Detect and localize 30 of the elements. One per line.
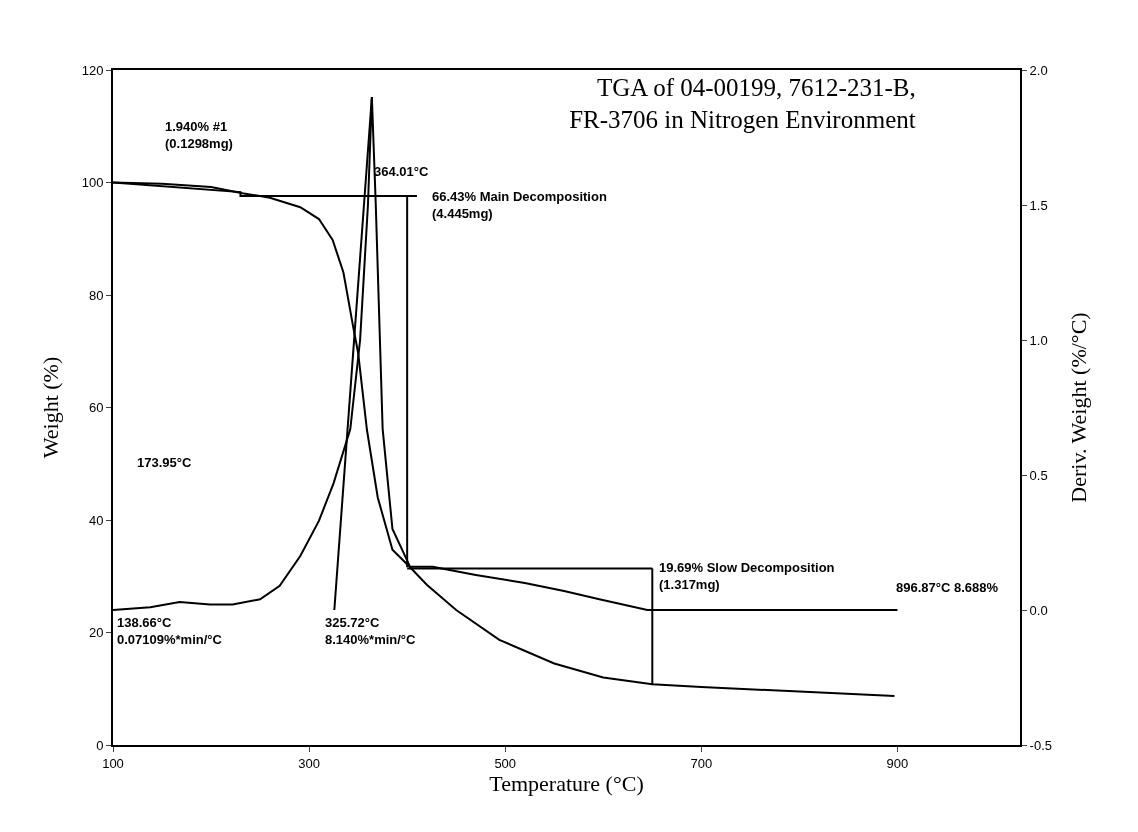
y-tick-label: 80: [88, 287, 104, 303]
y-tick-label: 60: [88, 400, 104, 416]
annotation: 896.87°C 8.688%: [896, 580, 999, 595]
y-tick-label: 0: [96, 737, 104, 753]
x-tick-label: 900: [886, 755, 909, 771]
x-tick-label: 300: [298, 755, 320, 771]
text: TGA of 04-00199, 7612-231-B, FR-3706 in Nitrogen Environment: [569, 73, 916, 134]
x-tick-label: 100: [102, 755, 124, 771]
y2-tick-label: 2.0: [1029, 62, 1048, 78]
x-tick-label: 500: [494, 755, 517, 771]
annotation: 364.01°C: [374, 164, 429, 179]
y2-tick-label: 1.0: [1029, 332, 1048, 348]
y2-tick-label: 1.5: [1029, 197, 1048, 213]
annotation: 1.940% #1 (0.1298mg): [165, 119, 233, 151]
x-tick-label: 700: [690, 755, 713, 771]
y-tick-label: 40: [88, 512, 104, 528]
y-tick-label: 20: [88, 625, 104, 641]
y2-tick-label: -0.5: [1029, 737, 1053, 753]
annotation: 173.95°C: [137, 455, 192, 470]
annotation: 19.69% Slow Decomposition (1.317mg): [659, 560, 835, 592]
annotation: 325.72°C 8.140%*min/°C: [325, 615, 417, 647]
y-tick-label: 100: [81, 175, 104, 191]
y-axis-title: Weight (%): [38, 356, 63, 459]
y-tick-label: 120: [81, 62, 104, 78]
y2-tick-label: 0.5: [1029, 467, 1048, 483]
y2-tick-label: 0.0: [1029, 602, 1048, 618]
y2-axis-title: Deriv. Weight (%/°C): [1066, 312, 1091, 503]
annotation: 138.66°C 0.07109%*min/°C: [117, 615, 223, 647]
x-axis-title: Temperature (°C): [489, 770, 644, 796]
annotation: 66.43% Main Decomposition (4.445mg): [432, 189, 607, 221]
